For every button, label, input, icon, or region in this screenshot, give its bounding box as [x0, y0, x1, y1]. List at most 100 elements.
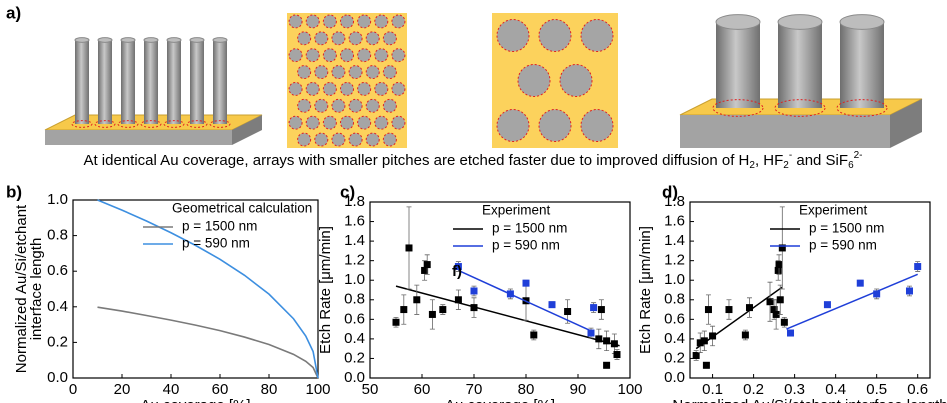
point — [741, 331, 749, 339]
pore — [374, 115, 389, 130]
pillar-top — [212, 37, 228, 43]
point — [439, 306, 447, 314]
pore — [331, 65, 346, 80]
legend-label: p = 1500 nm — [809, 221, 884, 236]
pore — [382, 98, 397, 113]
y-tick-label: 0.8 — [664, 291, 685, 308]
line — [97, 199, 319, 379]
point — [766, 298, 774, 306]
caption-run: 2 — [783, 160, 789, 171]
point — [745, 304, 753, 312]
point — [725, 306, 733, 314]
x-tick-label: 80 — [518, 381, 535, 398]
pore — [580, 109, 614, 142]
pore — [305, 115, 320, 130]
pore — [365, 98, 380, 113]
y-tick-label: 0.8 — [47, 227, 68, 244]
point — [587, 329, 595, 337]
x-axis-label: Au coverage [%] — [140, 397, 250, 403]
pore — [357, 14, 372, 29]
legend-title: Experiment — [482, 203, 551, 218]
etch-front — [140, 120, 162, 128]
pore — [391, 14, 406, 29]
pore — [288, 48, 303, 63]
caption-run: , HF — [755, 152, 783, 169]
pillar — [840, 22, 884, 108]
slab-front — [45, 130, 232, 145]
x-tick-label: 0.5 — [866, 381, 887, 398]
pillar-top — [74, 37, 90, 43]
pore — [314, 65, 329, 80]
legend-label: p = 590 nm — [809, 238, 877, 253]
pillar — [716, 22, 760, 108]
panel-label: b) — [6, 182, 22, 201]
point — [709, 332, 717, 340]
y-tick-label: 0.0 — [664, 369, 685, 386]
legend-title: Experiment — [799, 203, 868, 218]
pore — [496, 109, 530, 142]
pore — [314, 31, 329, 46]
point — [603, 337, 611, 345]
point — [522, 279, 530, 287]
legend-label: p = 590 nm — [492, 238, 560, 253]
y-tick-label: 0.4 — [344, 330, 365, 347]
panel-label: c) — [340, 182, 355, 201]
pore — [365, 65, 380, 80]
caption: At identical Au coverage, arrays with sm… — [83, 150, 862, 171]
pillar-top — [120, 37, 136, 43]
point — [413, 296, 421, 304]
pore — [331, 132, 346, 147]
pore — [391, 48, 406, 63]
chart: 0.1 0.2 0.3 0.4 0.5 0.6 0.0 0.2 0.4 0.6 0.8 1.0 1.2 1… — [637, 193, 947, 403]
pillar-top — [715, 14, 761, 30]
etch-front — [117, 120, 139, 128]
pore — [322, 48, 337, 63]
slab-side — [232, 115, 262, 145]
pore — [365, 132, 380, 147]
y-tick-label: 0.4 — [47, 298, 68, 315]
line — [97, 306, 319, 379]
point — [470, 304, 478, 312]
pore — [322, 14, 337, 29]
pore — [374, 14, 389, 29]
point — [700, 337, 708, 345]
pore — [288, 81, 303, 96]
etch-front — [163, 120, 185, 128]
y-tick-label: 1.6 — [664, 213, 685, 230]
pillar — [144, 40, 158, 124]
slab-side — [890, 99, 922, 148]
point — [856, 279, 864, 287]
y-tick-label: 1.0 — [664, 271, 685, 288]
pillar-top — [777, 14, 823, 30]
point — [787, 329, 795, 337]
point — [530, 331, 538, 339]
pore — [340, 48, 354, 63]
point — [774, 266, 782, 274]
pore — [580, 19, 614, 52]
y-tick-label: 1.4 — [664, 232, 685, 249]
point — [421, 266, 429, 274]
y-tick-label: 1.2 — [344, 252, 365, 269]
y-tick-label: 0.6 — [664, 310, 685, 327]
pore — [517, 64, 551, 97]
illustration — [44, 13, 923, 148]
point — [702, 361, 710, 369]
etch-front — [186, 120, 208, 128]
y-tick-label: 0.2 — [47, 333, 68, 350]
y-axis-label: Etch Rate [μm/min] — [317, 226, 334, 354]
chart: 50 60 70 80 90 100 0.0 0.2 0.4 0.6 0.8 1.0 1.2 1.4 1.6… — [317, 193, 643, 403]
x-tick-label: 0 — [69, 381, 77, 398]
y-tick-label: 1.2 — [664, 252, 685, 269]
caption-run: 2- — [854, 150, 863, 161]
x-tick-label: 100 — [617, 381, 642, 398]
pore — [391, 115, 406, 130]
y-tick-label: 0.2 — [344, 349, 365, 366]
point — [772, 310, 780, 318]
y-tick-label: 0.6 — [344, 310, 365, 327]
etch-front — [94, 120, 116, 128]
point — [780, 318, 788, 326]
x-tick-label: 100 — [305, 381, 330, 398]
pillar — [213, 40, 227, 124]
slab-front — [680, 115, 890, 148]
point — [692, 352, 700, 360]
